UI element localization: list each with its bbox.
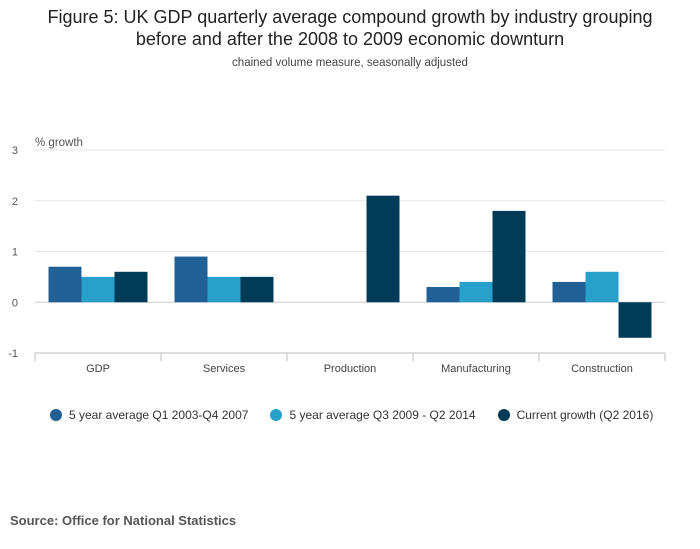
legend-label: 5 year average Q1 2003-Q4 2007 bbox=[69, 408, 249, 422]
source-note: Source: Office for National Statistics bbox=[10, 513, 237, 528]
x-tick-label: Construction bbox=[571, 363, 633, 375]
bar bbox=[618, 302, 652, 338]
axes: 3 2 1 0 -1 % growth GDP Services Production Manuf… bbox=[8, 137, 666, 375]
legend-label: 5 year average Q3 2009 - Q2 2014 bbox=[289, 408, 476, 422]
bar bbox=[459, 281, 493, 303]
legend-item: 5 year average Q1 2003-Q4 2007 bbox=[50, 408, 248, 422]
chart-subtitle: chained volume measure, seasonally adjus… bbox=[232, 57, 468, 69]
bar bbox=[366, 195, 400, 303]
y-axis-label: % growth bbox=[35, 137, 83, 149]
x-tick-label: Production bbox=[324, 363, 377, 375]
chart-title: Figure 5: UK GDP quarterly average compo… bbox=[0, 6, 700, 50]
bar bbox=[426, 287, 460, 303]
legend-label: Current growth (Q2 2016) bbox=[516, 408, 654, 422]
legend-swatch bbox=[270, 409, 283, 421]
bar bbox=[174, 256, 208, 303]
y-tick-label: -1 bbox=[8, 348, 18, 360]
bar bbox=[207, 276, 241, 303]
legend-swatch bbox=[497, 409, 510, 421]
x-tick-label: Services bbox=[203, 363, 246, 375]
y-tick-label: 1 bbox=[12, 247, 18, 259]
bar bbox=[81, 276, 115, 303]
x-tick-label: Manufacturing bbox=[441, 363, 511, 375]
chart-legend: 5 year average Q1 2003-Q4 2007 5 year ave… bbox=[50, 408, 675, 422]
legend-item: 5 year average Q3 2009 - Q2 2014 bbox=[270, 408, 476, 422]
x-tick-label: GDP bbox=[86, 363, 110, 375]
bars bbox=[48, 195, 652, 338]
bar bbox=[492, 210, 526, 303]
y-tick-label: 0 bbox=[12, 297, 18, 309]
legend-swatch bbox=[50, 409, 62, 421]
bar bbox=[48, 266, 82, 303]
y-tick-label: 2 bbox=[12, 196, 18, 208]
bar bbox=[552, 281, 586, 303]
gridlines bbox=[35, 149, 665, 354]
bar bbox=[114, 271, 148, 303]
bar bbox=[585, 271, 619, 303]
chart-title-line2: before and after the 2008 to 2009 econom… bbox=[135, 29, 565, 49]
y-tick-label: 3 bbox=[12, 145, 18, 157]
chart-title-line1: Figure 5: UK GDP quarterly average compo… bbox=[47, 7, 653, 27]
bar bbox=[240, 276, 274, 303]
legend-item: Current growth (Q2 2016) bbox=[497, 408, 654, 422]
